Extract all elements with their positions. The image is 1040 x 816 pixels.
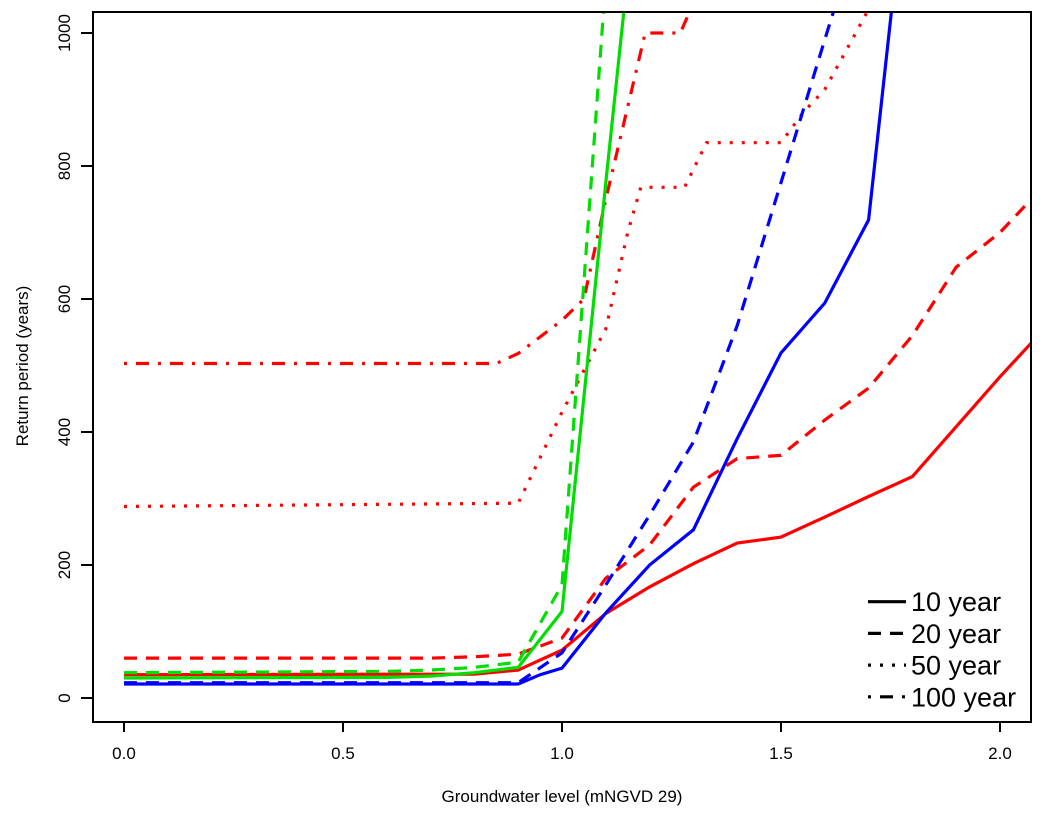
legend-item-10-year: 10 year — [868, 587, 1001, 617]
y-tick-label-800: 800 — [55, 152, 74, 180]
y-tick-label-0: 0 — [55, 693, 74, 702]
legend-item-100-year: 100 year — [868, 682, 1016, 712]
x-tick-label-1.5: 1.5 — [769, 744, 793, 763]
legend-label: 50 year — [911, 651, 1001, 681]
x-tick-label-2.0: 2.0 — [988, 744, 1012, 763]
y-axis-title: Return period (years) — [13, 286, 32, 447]
series-blue-20-year-line — [124, 12, 836, 685]
legend-label: 10 year — [911, 587, 1001, 617]
legend-label: 20 year — [911, 619, 1001, 649]
legend-label: 100 year — [911, 682, 1016, 712]
x-axis: 0.0 0.5 1.0 1.5 2.0 — [112, 722, 1012, 763]
legend-item-20-year: 20 year — [868, 619, 1001, 649]
x-tick-label-0.5: 0.5 — [331, 744, 355, 763]
series-green-10-year-line — [123, 12, 626, 680]
series-layer — [123, 12, 1031, 686]
x-tick-label-0.0: 0.0 — [112, 744, 136, 763]
series-red-100-year-line — [124, 12, 692, 366]
y-tick-label-200: 200 — [55, 551, 74, 579]
y-tick-label-1000: 1000 — [55, 14, 74, 52]
series-red-20-year-line — [124, 198, 1031, 660]
x-tick-label-1.0: 1.0 — [550, 744, 574, 763]
series-blue-10-year-line — [124, 12, 893, 686]
plot-border — [92, 11, 1032, 723]
legend-item-50-year: 50 year — [868, 651, 1001, 681]
y-tick-label-600: 600 — [55, 285, 74, 313]
series-red-10-year-line — [123, 342, 1031, 677]
series-green-20-year-line — [123, 12, 606, 675]
y-axis: 0 200 400 600 800 1000 — [55, 14, 93, 703]
y-tick-label-400: 400 — [55, 418, 74, 446]
x-axis-title: Groundwater level (mNGVD 29) — [442, 787, 683, 806]
series-red-50-year-line — [123, 12, 869, 509]
